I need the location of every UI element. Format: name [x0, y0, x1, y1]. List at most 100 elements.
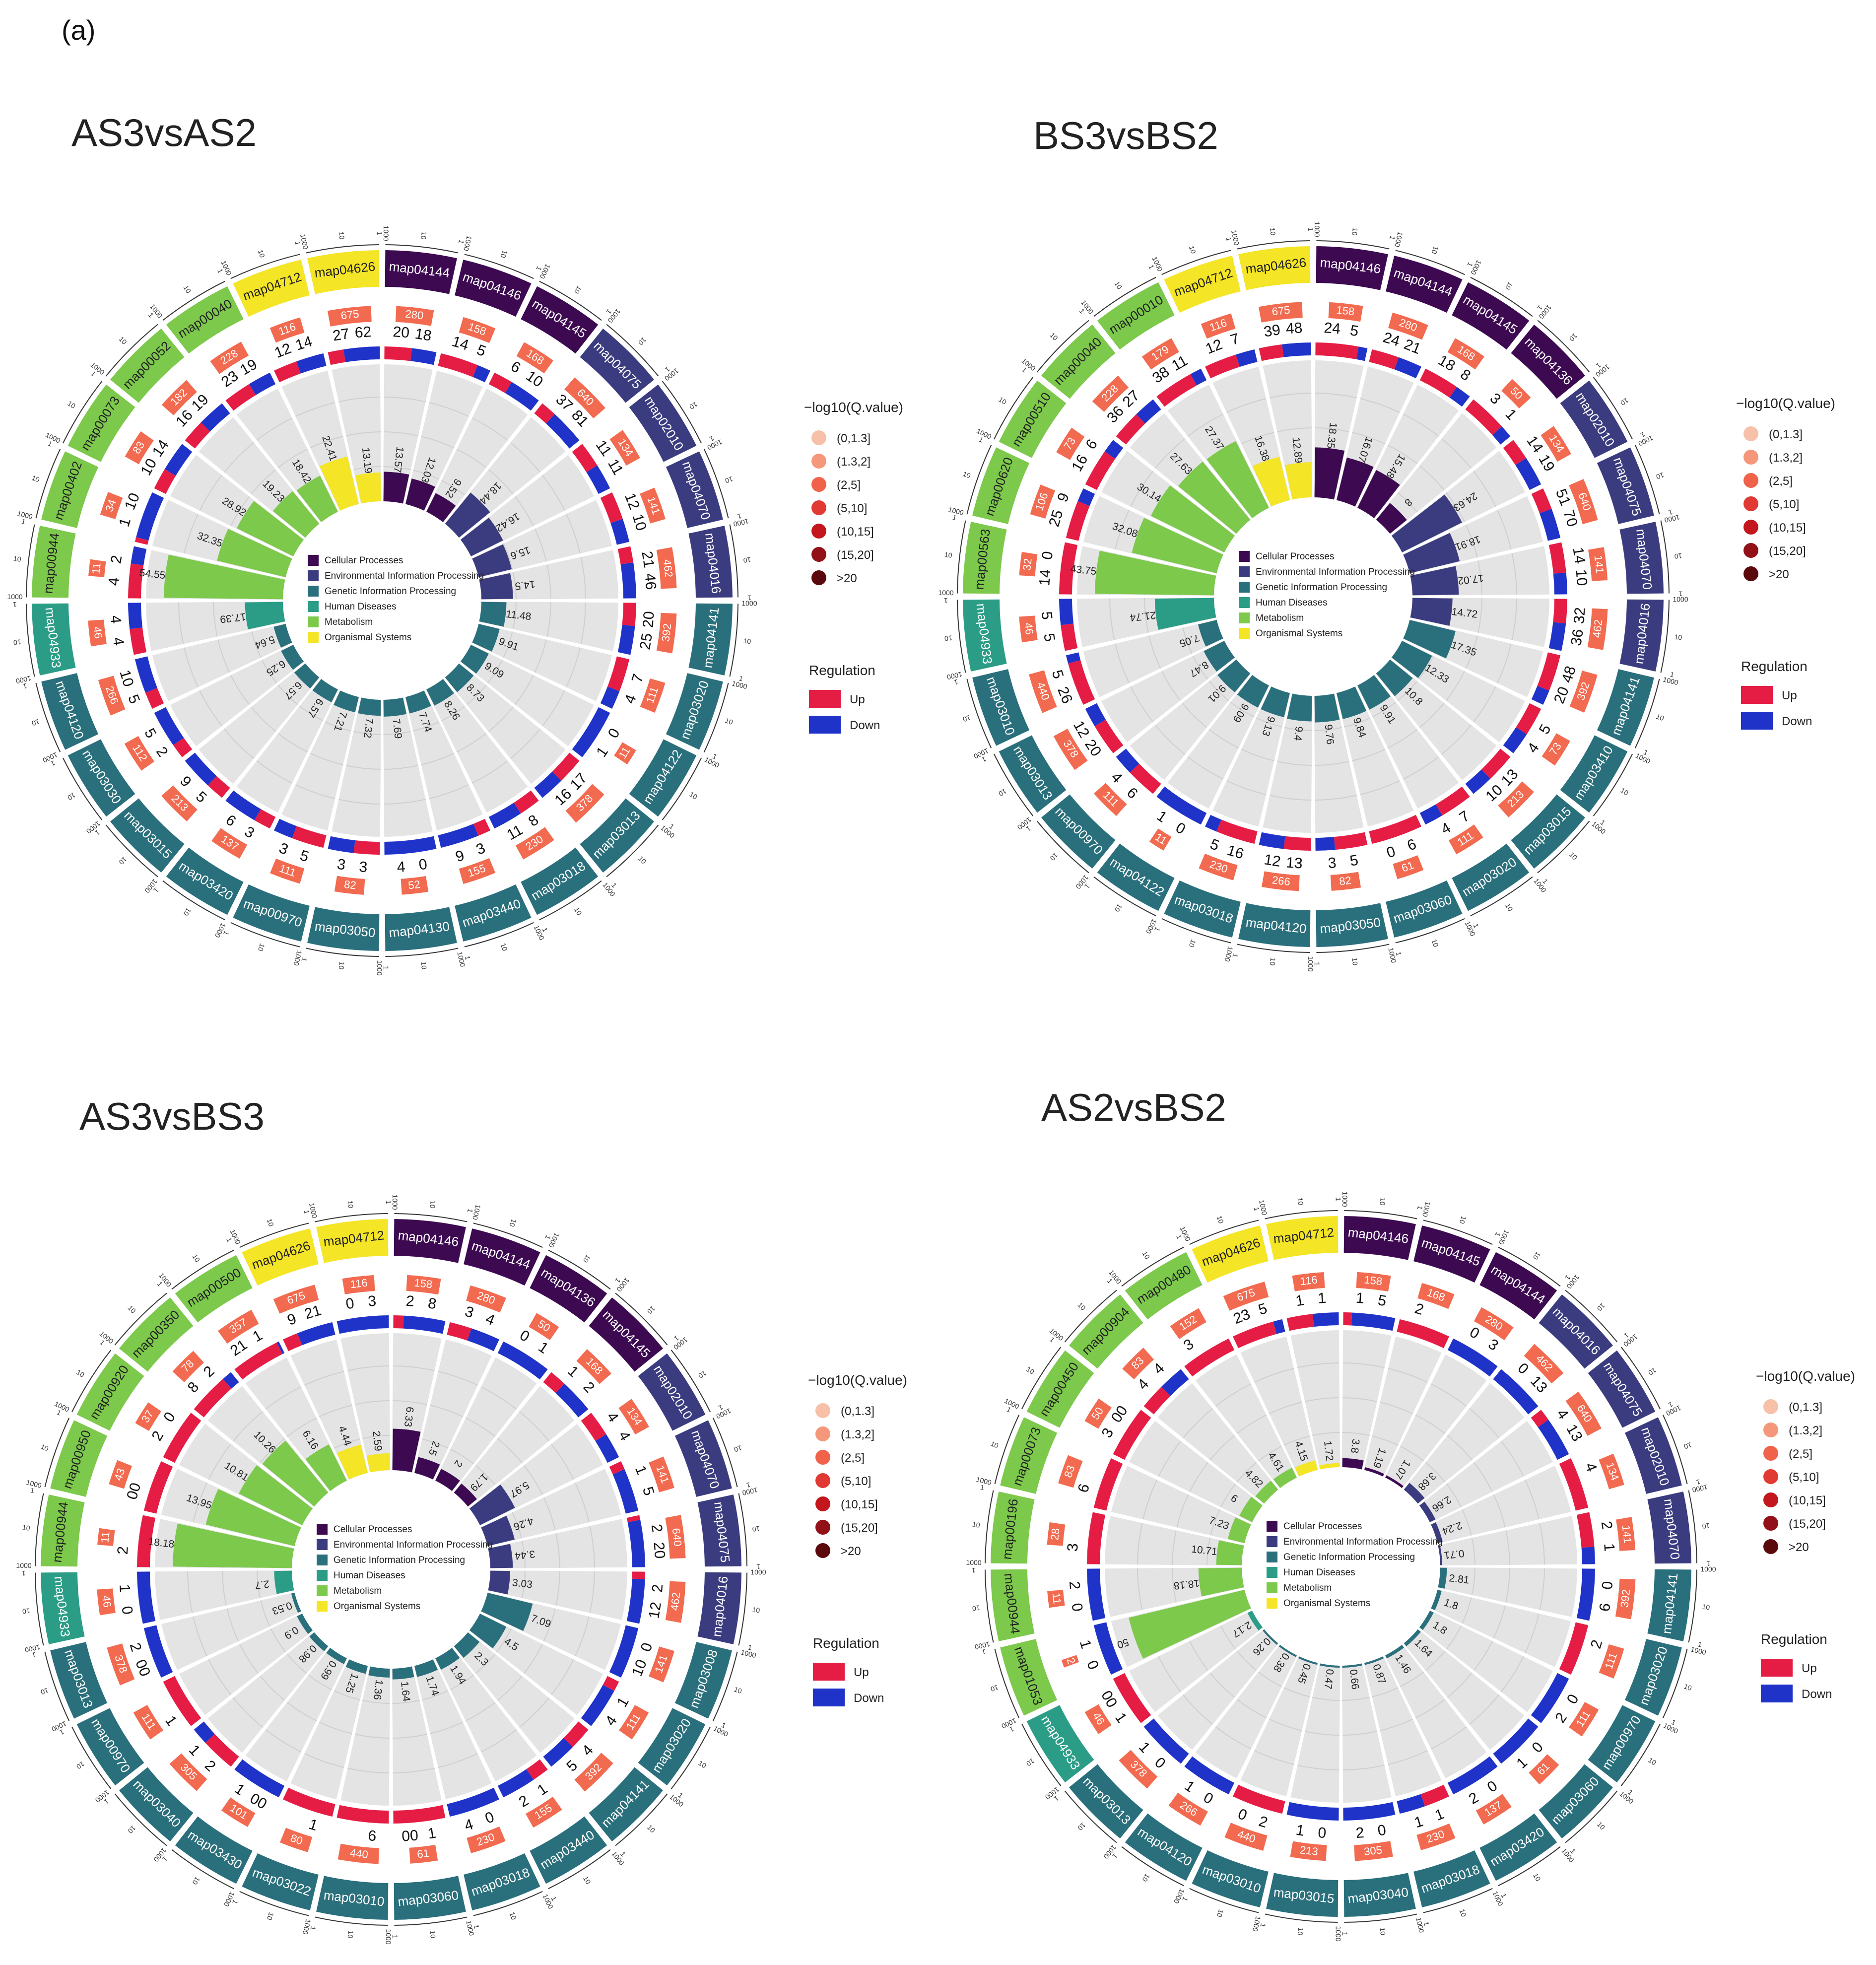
down-count-label: 2: [580, 1379, 598, 1396]
gridline: [1415, 1415, 1446, 1434]
gridline: [286, 1418, 317, 1437]
up-segment: [130, 627, 147, 655]
gridline: [1270, 393, 1312, 399]
axis-tick-label: 1: [1252, 1206, 1261, 1212]
sector-background: [1385, 1355, 1487, 1489]
qvalue-label: (10,15]: [1769, 521, 1806, 535]
rich-factor-bar: [1385, 1644, 1404, 1659]
axis-tick-label: 10: [499, 249, 509, 259]
rich-factor-bar: [1247, 1611, 1263, 1631]
axis-arc: [1634, 445, 1660, 515]
axis-arc: [1093, 876, 1156, 917]
gridline: [1493, 1605, 1506, 1639]
rich-factor-label: 9.76: [1323, 724, 1336, 745]
gridline: [265, 1729, 302, 1753]
sector-background: [460, 644, 594, 746]
axis-arc: [1121, 1246, 1184, 1287]
down-segment: [1531, 685, 1549, 705]
gridline: [353, 731, 381, 735]
gridline: [1497, 643, 1512, 683]
gene-count-label: 158: [1336, 303, 1355, 318]
gridline: [1403, 756, 1439, 780]
category-band: [233, 884, 310, 942]
gridline: [1465, 524, 1478, 558]
category-band: [233, 260, 310, 317]
down-count-label: 1: [536, 1339, 551, 1357]
axis-tick-label: 10: [40, 1687, 50, 1696]
up-count-label: 0: [605, 726, 623, 741]
axis-tick-label: 10: [1350, 227, 1359, 236]
gridline: [304, 1371, 344, 1386]
down-count-label: 1: [1513, 1754, 1531, 1772]
category-band: [110, 798, 185, 873]
down-count-label: 1: [232, 1780, 248, 1799]
axis-arc: [1395, 250, 1465, 275]
key-swatch: [317, 1555, 328, 1565]
axis-tick-label: 10: [1674, 633, 1682, 642]
gridline: [1471, 1567, 1475, 1595]
gene-count-bar: [1569, 671, 1598, 713]
down-segment: [438, 823, 478, 848]
key-label: Human Diseases: [325, 602, 397, 612]
down-count-label: 1: [1317, 1290, 1327, 1307]
category-band: [385, 250, 457, 294]
up-segment: [1233, 1321, 1277, 1349]
axis-tick-label: 10: [1269, 957, 1277, 966]
gridline: [1387, 445, 1418, 465]
axis-arc: [394, 1916, 468, 1926]
rich-factor-bar: [1431, 1522, 1443, 1543]
gridline: [1430, 1726, 1467, 1750]
axis-arc: [539, 880, 602, 921]
axis-tick-label: 10: [1647, 1756, 1658, 1767]
gridline: [519, 1411, 550, 1442]
gene-count-bar: [649, 1456, 674, 1492]
gridline: [1283, 1687, 1310, 1697]
up-segment: [1315, 342, 1359, 359]
axis-tick-label: 1: [1697, 1640, 1703, 1648]
gridline: [1305, 1397, 1340, 1402]
axis-tick-label: 10: [1596, 1301, 1607, 1312]
qvalue-swatch: [811, 547, 826, 562]
gridline: [1189, 1640, 1209, 1671]
axis-tick-label: 1000: [456, 951, 467, 968]
qvalue-label: >20: [1769, 568, 1789, 581]
qvalue-label: >20: [837, 572, 857, 585]
gene-count-label: 266: [1272, 874, 1291, 888]
axis-tick-label: 1000: [213, 922, 227, 939]
axis-tick-label: 1000: [299, 233, 310, 250]
gridline: [286, 1701, 317, 1721]
category-band: [307, 907, 380, 951]
sector-background: [405, 690, 483, 831]
gridline: [438, 1753, 478, 1768]
axis-arc: [993, 377, 1034, 440]
up-count-label: 7: [629, 672, 647, 685]
gridline: [232, 1697, 264, 1728]
axis-arc: [1395, 918, 1465, 944]
axis-tick-label: 10: [637, 854, 648, 865]
axis-tick-label: 10: [66, 399, 77, 410]
rich-factor-bar: [1376, 503, 1407, 534]
down-count-label: 2: [516, 1792, 532, 1811]
up-segment: [572, 444, 598, 473]
down-count-label: 9: [1054, 490, 1072, 504]
axis-tick-label: 1: [13, 601, 17, 609]
key-swatch: [1239, 628, 1250, 639]
axis-tick-label: 1: [382, 966, 390, 970]
gridline: [257, 1570, 261, 1598]
gridline: [184, 514, 199, 554]
down-segment: [497, 1769, 534, 1798]
axis-arc: [394, 1213, 468, 1222]
axis-arc: [35, 449, 61, 519]
up-count-label: 4: [106, 577, 123, 586]
axis-tick-label: 1: [30, 1486, 35, 1494]
down-count-label: 21: [1402, 336, 1423, 357]
axis-tick-label: 1000: [1491, 1890, 1505, 1907]
gene-count-bar: [1615, 1578, 1636, 1620]
